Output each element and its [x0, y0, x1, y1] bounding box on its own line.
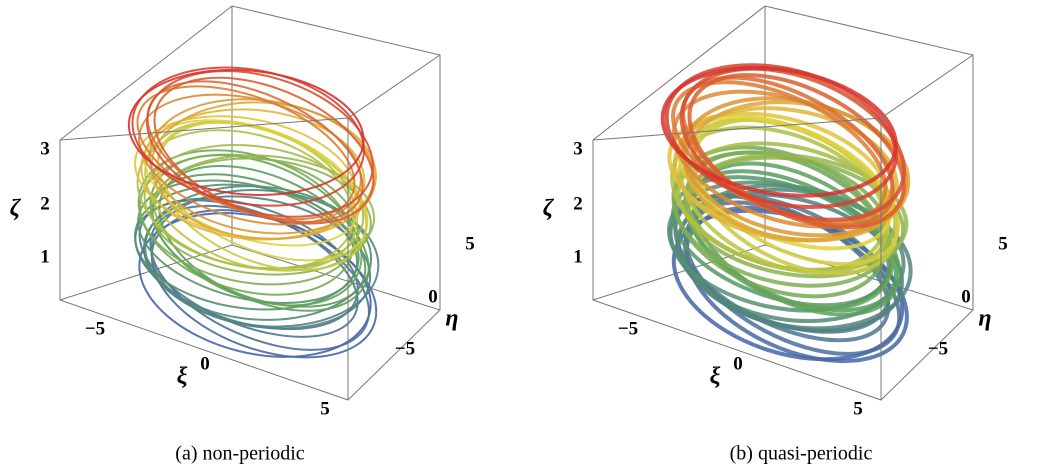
trajectory	[133, 183, 360, 311]
trajectory	[138, 93, 362, 226]
xi-tick: 5	[853, 398, 863, 419]
zeta-tick: 3	[573, 138, 583, 159]
eta-tick: 0	[961, 286, 971, 307]
trajectory	[134, 197, 359, 331]
panel: 1 2 3 ζ −5 0 5 ξ −5 0 5 η (a) non-periodic	[10, 5, 475, 465]
zeta-tick: 1	[40, 246, 50, 267]
trajectory	[137, 179, 359, 305]
trajectory	[150, 157, 372, 276]
trajectory	[140, 108, 366, 241]
zeta-tick: 2	[40, 193, 50, 214]
trajectory	[150, 189, 380, 328]
box-edge	[59, 5, 233, 141]
xi-tick: 5	[320, 398, 330, 419]
zeta-label: ζ	[10, 196, 22, 222]
xi-label: ξ	[710, 364, 721, 390]
zeta-label: ζ	[543, 196, 555, 222]
zeta-tick: 2	[573, 193, 583, 214]
eta-tick: −5	[395, 338, 415, 359]
eta-tick: 5	[465, 233, 475, 254]
eta-label: η	[978, 306, 991, 332]
trajectory	[136, 85, 356, 221]
xi-label: ξ	[177, 364, 188, 390]
eta-tick: 5	[998, 233, 1008, 254]
box-edge	[592, 5, 766, 141]
trajectory	[146, 70, 374, 218]
eta-label: η	[445, 306, 458, 332]
xi-tick: 0	[200, 353, 210, 374]
box-edge	[592, 140, 974, 401]
trajectory	[127, 68, 365, 196]
panel: 1 2 3 ζ −5 0 5 ξ −5 0 5 η (b) quasi-periodic	[543, 5, 1008, 465]
zeta-tick: 1	[573, 246, 583, 267]
trajectory	[149, 154, 363, 307]
trajectory	[660, 65, 898, 198]
zeta-tick: 3	[40, 138, 50, 159]
trajectory	[679, 66, 906, 222]
xi-tick: −5	[618, 318, 638, 339]
eta-tick: 0	[428, 286, 438, 307]
caption: (b) quasi-periodic	[730, 443, 873, 465]
eta-tick: −5	[928, 338, 948, 359]
xi-tick: −5	[85, 318, 105, 339]
xi-tick: 0	[733, 353, 743, 374]
caption: (a) non-periodic	[175, 443, 305, 465]
box-edge	[59, 140, 441, 401]
